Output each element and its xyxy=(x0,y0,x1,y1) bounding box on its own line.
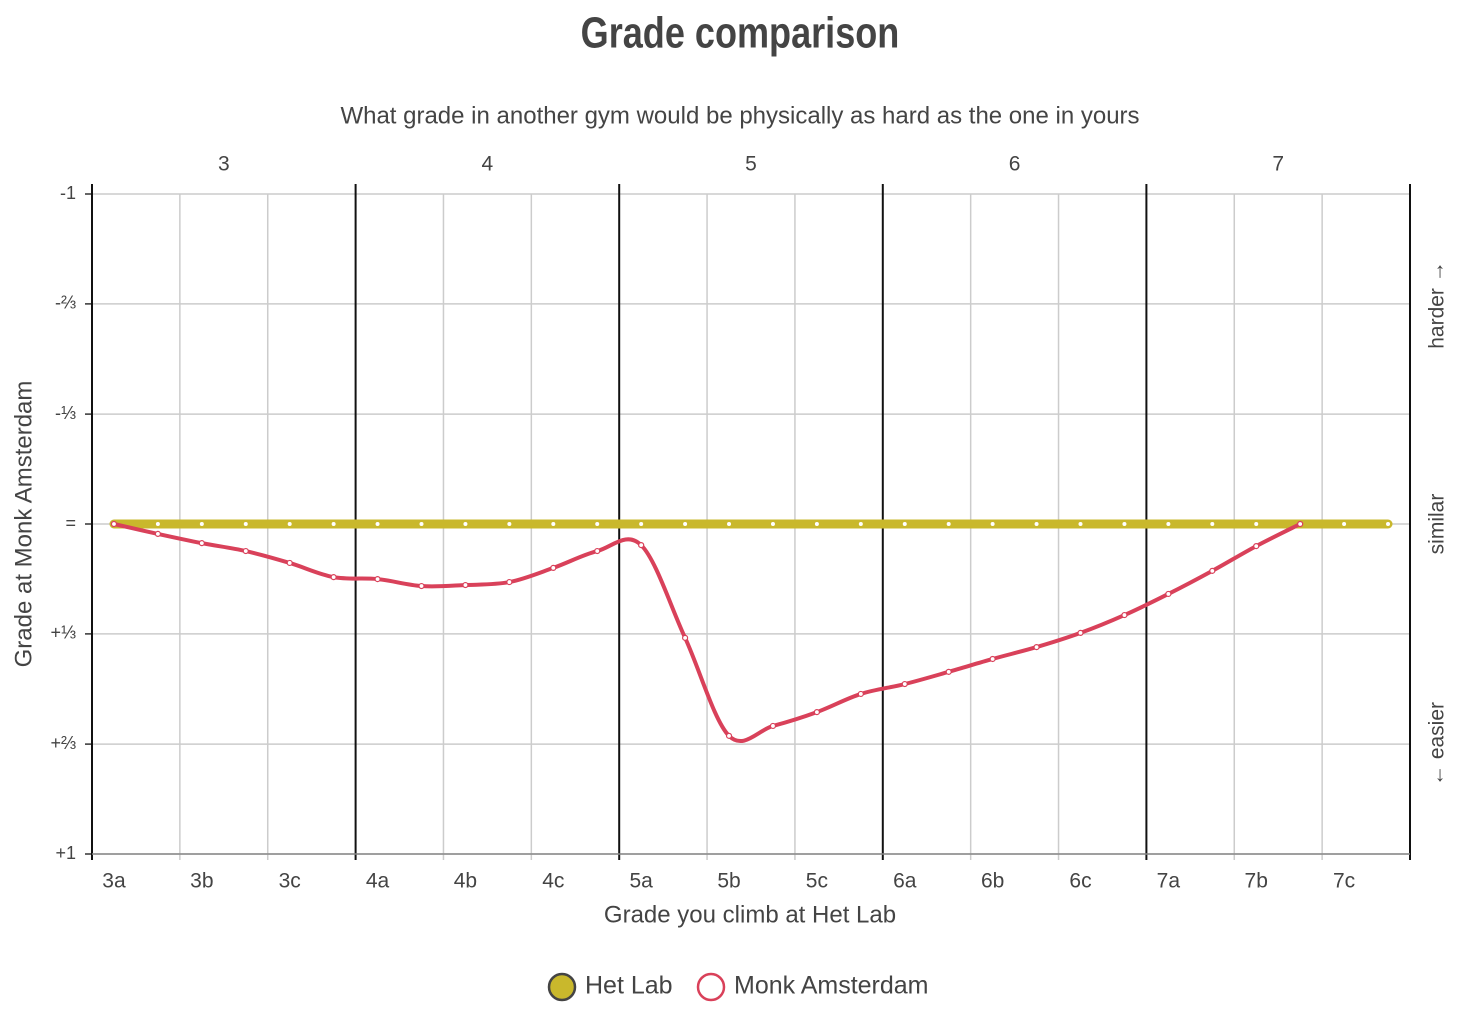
data-point xyxy=(463,522,468,526)
x-tick-label: 3b xyxy=(190,870,213,893)
x-tick-label: 5b xyxy=(717,870,740,893)
x-tick-label: 4b xyxy=(454,870,477,893)
data-point xyxy=(683,522,688,526)
data-point xyxy=(1386,522,1391,526)
y-axis-label: Grade at Monk Amsterdam xyxy=(10,381,37,668)
data-point xyxy=(1342,522,1347,526)
legend-marker xyxy=(696,972,726,1002)
data-point xyxy=(462,581,469,589)
data-point xyxy=(1165,590,1172,598)
data-point xyxy=(638,542,645,549)
data-point xyxy=(198,540,205,547)
data-point xyxy=(595,522,600,526)
data-point xyxy=(287,522,292,526)
data-point xyxy=(551,522,556,526)
x-tick-label: 6c xyxy=(1069,870,1091,893)
data-point xyxy=(286,559,293,567)
data-point xyxy=(1253,543,1260,550)
y-tick-label: -⅓ xyxy=(55,403,76,423)
annotation: ← easier xyxy=(1426,702,1449,786)
data-point xyxy=(242,547,249,555)
data-point xyxy=(419,522,424,526)
x-tick-label: 7b xyxy=(1245,870,1268,893)
data-point xyxy=(813,708,821,716)
x-tick-label: 5c xyxy=(806,870,828,893)
data-point xyxy=(154,530,161,538)
data-point xyxy=(375,522,380,526)
top-tick-label: 4 xyxy=(482,153,494,176)
top-tick-label: 5 xyxy=(745,153,757,176)
data-point xyxy=(550,564,557,571)
x-tick-label: 7c xyxy=(1333,870,1355,893)
annotation: harder → xyxy=(1426,261,1449,349)
y-tick-label: = xyxy=(65,513,76,533)
top-tick-label: 3 xyxy=(218,153,230,176)
data-point xyxy=(1121,611,1128,619)
data-point xyxy=(727,522,732,526)
data-point xyxy=(639,522,644,526)
data-point xyxy=(857,690,864,698)
top-tick-label: 7 xyxy=(1272,153,1284,176)
data-point xyxy=(1078,522,1083,526)
data-point xyxy=(902,522,907,526)
y-tick-label: -⅔ xyxy=(55,293,76,313)
data-point xyxy=(1033,643,1040,651)
data-point xyxy=(331,522,336,526)
data-point xyxy=(155,522,160,526)
top-tick-label: 6 xyxy=(1009,153,1021,176)
x-tick-label: 7a xyxy=(1157,870,1181,893)
data-point xyxy=(1297,520,1304,528)
data-point xyxy=(1210,522,1215,526)
data-point xyxy=(199,522,204,526)
data-point xyxy=(1209,567,1216,574)
data-point xyxy=(1122,522,1127,526)
x-tick-label: 3c xyxy=(279,870,301,893)
x-tick-label: 4a xyxy=(366,870,390,893)
data-point xyxy=(506,578,513,586)
x-tick-label: 6a xyxy=(893,870,917,893)
y-tick-label: -1 xyxy=(60,183,76,203)
data-point xyxy=(814,522,819,526)
annotation: similar xyxy=(1426,494,1449,555)
data-point xyxy=(418,582,425,590)
data-point xyxy=(725,732,733,739)
data-point xyxy=(990,522,995,526)
data-point xyxy=(110,520,118,528)
data-point xyxy=(945,668,952,675)
data-point xyxy=(769,722,777,730)
legend-marker xyxy=(547,972,577,1002)
data-point xyxy=(507,522,512,526)
y-tick-label: +⅓ xyxy=(50,623,76,643)
legend-label: Monk Amsterdam xyxy=(734,972,929,1000)
x-tick-label: 4c xyxy=(542,870,564,893)
data-point xyxy=(901,680,908,688)
data-point xyxy=(1077,629,1084,637)
data-point xyxy=(1166,522,1171,526)
data-point xyxy=(330,574,337,581)
legend-label: Het Lab xyxy=(585,972,673,1000)
data-point xyxy=(681,634,689,641)
chart-subtitle: What grade in another gym would be physi… xyxy=(340,102,1139,129)
series-line xyxy=(111,522,1303,744)
data-point xyxy=(989,655,996,663)
x-tick-label: 5a xyxy=(629,870,653,893)
x-axis-label: Grade you climb at Het Lab xyxy=(604,901,896,928)
data-point xyxy=(594,547,601,555)
y-tick-label: +⅔ xyxy=(50,733,76,753)
data-point xyxy=(1254,522,1259,526)
data-point xyxy=(243,522,248,526)
x-tick-label: 6b xyxy=(981,870,1004,893)
data-point xyxy=(858,522,863,526)
data-point xyxy=(770,522,775,526)
data-point xyxy=(946,522,951,526)
x-tick-label: 3a xyxy=(102,870,126,893)
y-tick-label: +1 xyxy=(55,843,76,863)
data-point xyxy=(374,576,381,583)
chart-title: Grade comparison xyxy=(581,8,900,57)
data-point xyxy=(1034,522,1039,526)
